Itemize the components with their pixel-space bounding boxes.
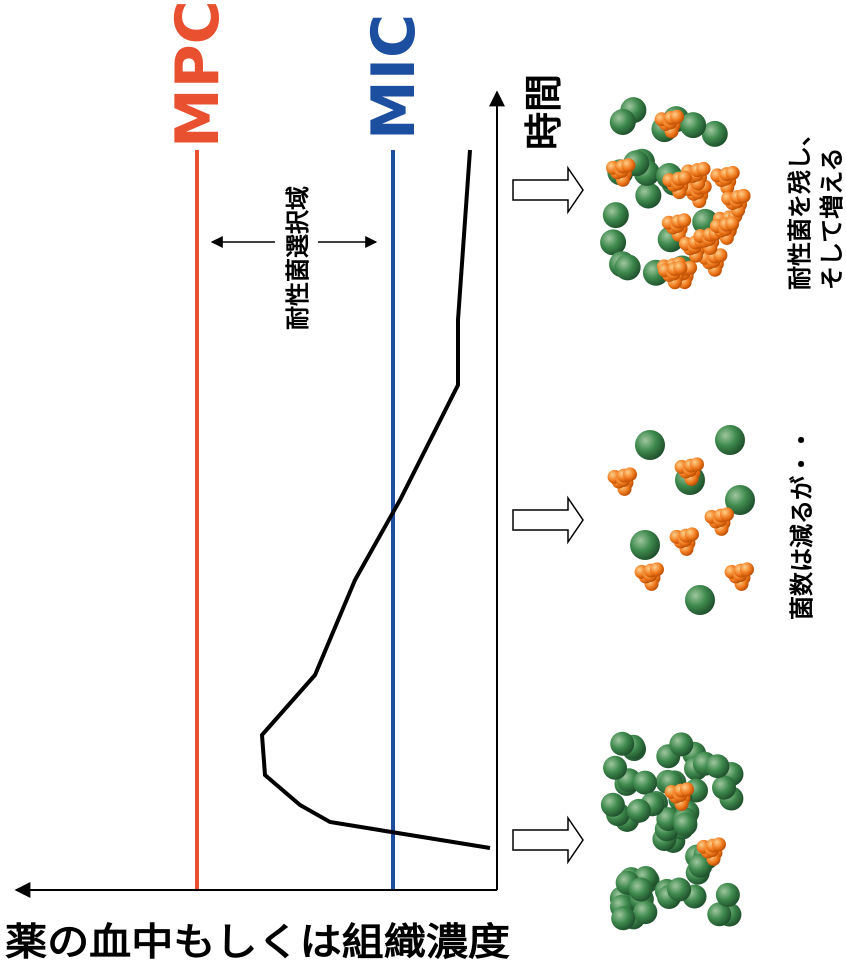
cell [621,158,636,173]
stage-caption: そして増える [818,147,846,290]
cell [633,900,658,925]
cell [685,585,715,615]
cell [649,562,664,577]
cell [712,775,737,800]
cell [725,165,740,180]
cell [725,216,740,231]
cell [679,782,694,797]
time-label: 時間 [522,74,566,150]
cell [626,798,651,823]
concentration-curve [259,149,491,850]
cell [677,170,692,185]
cell [603,755,628,780]
cell [669,732,694,757]
cell [705,754,730,779]
cell [715,425,745,455]
cell [736,188,751,203]
stage-caption: 耐性菌を残し、 [786,122,814,290]
cell [633,770,658,795]
cell [719,507,734,522]
cell [602,202,629,229]
cell [614,254,641,281]
cell [635,430,665,460]
cell [713,248,728,263]
cell [609,108,636,135]
cell [610,731,635,756]
cell [725,485,755,515]
cell [630,530,660,560]
cell [677,213,692,228]
cell [600,229,627,256]
cell [628,877,653,902]
cell [600,792,625,817]
cell [680,112,707,139]
bacteria [600,97,755,931]
cell [689,457,704,472]
cell [673,812,698,837]
cell [688,853,713,878]
concentration-label: 薬の血中もしくは組織濃度 [5,920,510,964]
arrows [512,165,584,865]
cell [667,877,692,902]
mpc-label: MPC [163,0,233,148]
cell [715,882,740,907]
stage-caption: 菌数は減るが・・ [788,428,816,620]
cell [673,260,688,275]
cell [670,109,685,124]
cell [701,120,728,147]
cell [739,562,754,577]
cell [711,837,726,852]
mic-label: MIC [359,14,429,140]
window-label: 耐性菌選択域 [284,186,312,330]
cell [683,260,698,275]
cell [684,527,699,542]
cell [696,161,711,176]
cell [635,182,662,209]
cell [611,906,636,931]
cell [707,902,732,927]
cell [622,467,637,482]
